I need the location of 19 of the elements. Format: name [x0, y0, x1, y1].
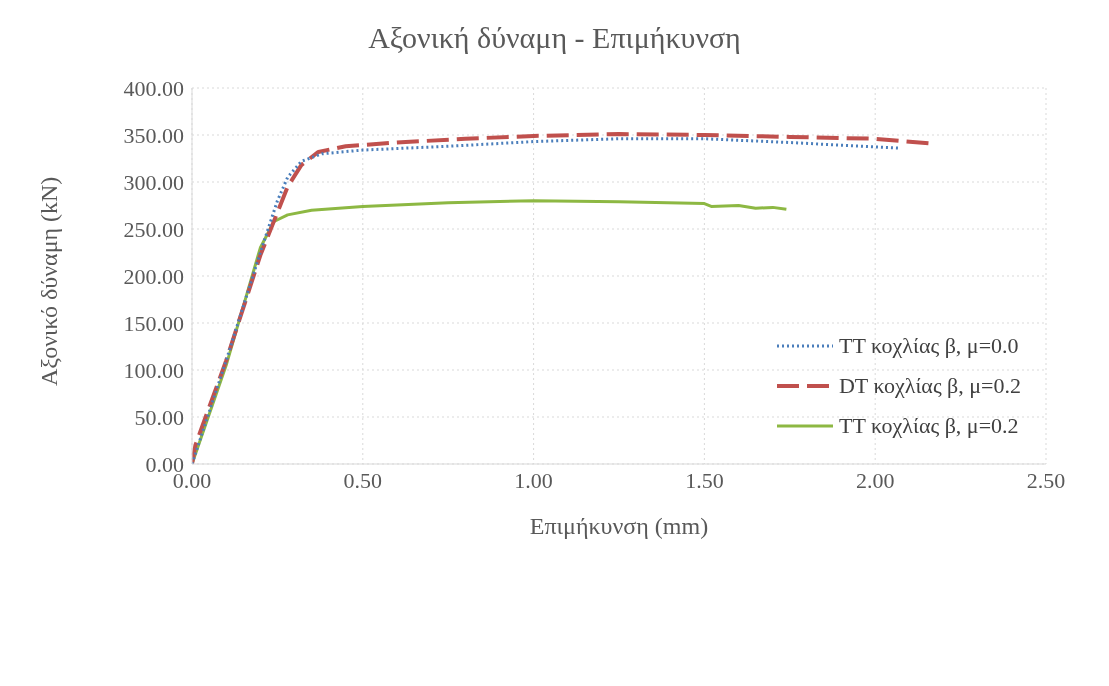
- x-tick-label: 1.50: [685, 467, 724, 493]
- x-tick-label: 1.00: [514, 467, 553, 493]
- y-tick-label: 150.00: [123, 310, 184, 336]
- y-tick-label: 350.00: [123, 122, 184, 148]
- x-tick-label: 2.50: [1026, 467, 1066, 493]
- y-tick-label: 200.00: [123, 263, 184, 289]
- y-axis-title: Αξονικό δύναμη (kN): [35, 176, 62, 386]
- legend-label: TT κοχλίας β, μ=0.2: [838, 413, 1019, 439]
- y-tick-label: 50.00: [134, 404, 184, 430]
- chart-title: Αξονική δύναμη - Επιμήκυνση: [367, 20, 742, 56]
- y-tick-label: 400.00: [123, 75, 184, 101]
- legend-label: TT κοχλίας β, μ=0.0: [838, 333, 1019, 359]
- legend-label: DT κοχλίας β, μ=0.2: [838, 373, 1021, 399]
- x-tick-label: 0.50: [343, 467, 383, 493]
- x-tick-label: 2.00: [855, 467, 895, 493]
- x-axis-title: Επιμήκυνση (mm): [529, 513, 709, 539]
- y-tick-label: 300.00: [123, 169, 184, 195]
- y-tick-label: 100.00: [123, 357, 184, 383]
- y-tick-label: 250.00: [123, 216, 184, 242]
